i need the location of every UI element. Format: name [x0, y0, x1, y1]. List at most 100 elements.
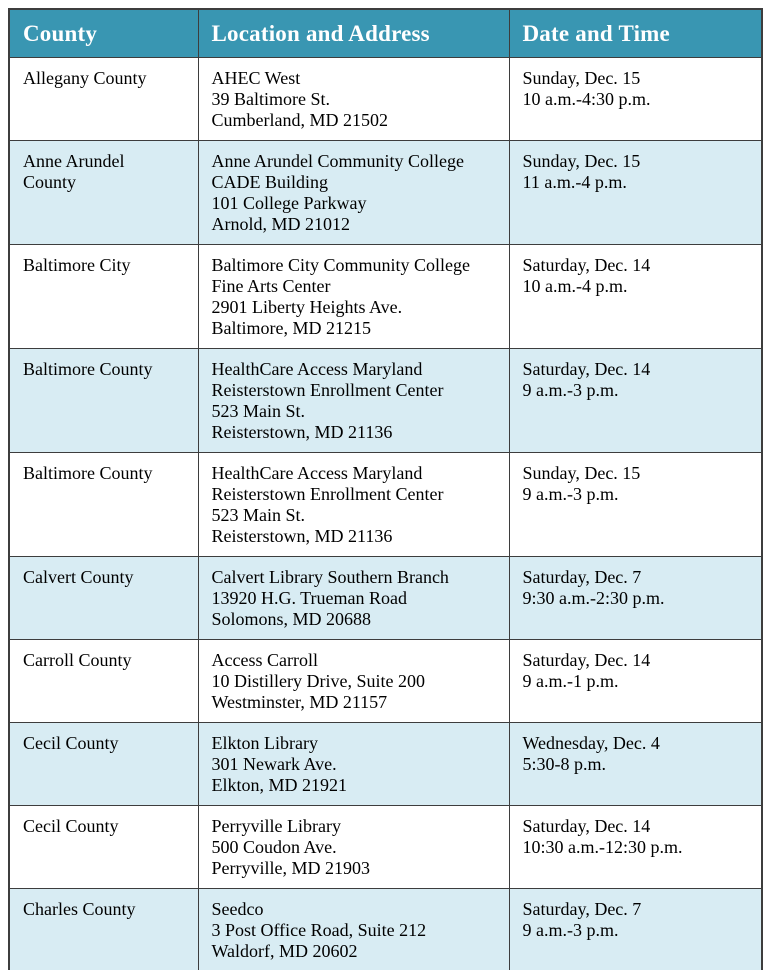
location-line: Perryville Library — [211, 816, 341, 836]
county-cell: Cecil County — [8, 722, 199, 806]
location-cell: Elkton Library 301 Newark Ave. Elkton, MD … — [197, 722, 510, 806]
datetime-line: 5:30-8 p.m. — [522, 754, 607, 774]
location-line: Fine Arts Center — [211, 276, 331, 296]
county-line: Anne Arundel — [23, 151, 125, 171]
table-row: Carroll County Access Carroll 10 Distille… — [8, 639, 763, 723]
location-cell: Baltimore City Community College Fine Art… — [197, 244, 510, 349]
location-line: Seedco — [211, 899, 264, 919]
location-line: Solomons, MD 20688 — [211, 609, 372, 629]
location-line: Arnold, MD 21012 — [211, 214, 351, 234]
location-cell: Perryville Library 500 Coudon Ave. Perryvi… — [197, 805, 510, 889]
county-line: Cecil County — [23, 733, 119, 753]
location-cell: HealthCare Access Maryland Reisterstown E… — [197, 452, 510, 557]
datetime-line: Saturday, Dec. 7 — [522, 567, 642, 587]
datetime-cell: Sunday, Dec. 15 10 a.m.-4:30 p.m. — [508, 57, 763, 141]
county-line: Baltimore City — [23, 255, 131, 275]
datetime-line: 10:30 a.m.-12:30 p.m. — [522, 837, 683, 857]
county-line: Calvert County — [23, 567, 134, 587]
location-line: 13920 H.G. Trueman Road — [211, 588, 408, 608]
datetime-cell: Saturday, Dec. 7 9:30 a.m.-2:30 p.m. — [508, 556, 763, 640]
table-body: Allegany County AHEC West 39 Baltimore St… — [8, 57, 763, 970]
county-cell: Calvert County — [8, 556, 199, 640]
county-line: Baltimore County — [23, 359, 153, 379]
location-line: CADE Building — [211, 172, 329, 192]
column-header-county: County — [8, 8, 199, 58]
table-row: Baltimore County HealthCare Access Maryl… — [8, 452, 763, 557]
datetime-line: 9 a.m.-3 p.m. — [522, 484, 619, 504]
location-line: Elkton Library — [211, 733, 318, 753]
table-row: Baltimore County HealthCare Access Maryl… — [8, 348, 763, 453]
datetime-cell: Saturday, Dec. 14 10 a.m.-4 p.m. — [508, 244, 763, 349]
column-header-location: Location and Address — [197, 8, 510, 58]
location-cell: Seedco 3 Post Office Road, Suite 212 Waldo… — [197, 888, 510, 970]
location-line: AHEC West — [211, 68, 301, 88]
location-line: Westminster, MD 21157 — [211, 692, 388, 712]
datetime-line: 11 a.m.-4 p.m. — [522, 172, 627, 192]
schedule-table: County Location and Address Date and Tim… — [8, 8, 763, 970]
location-line: 2901 Liberty Heights Ave. — [211, 297, 403, 317]
datetime-line: Wednesday, Dec. 4 — [522, 733, 660, 753]
location-line: 10 Distillery Drive, Suite 200 — [211, 671, 425, 691]
table-row: Allegany County AHEC West 39 Baltimore St… — [8, 57, 763, 141]
location-line: Reisterstown Enrollment Center — [211, 484, 444, 504]
location-cell: AHEC West 39 Baltimore St. Cumberland, MD … — [197, 57, 510, 141]
datetime-line: Sunday, Dec. 15 — [522, 68, 641, 88]
table-row: Anne Arundel County Anne Arundel Communit… — [8, 140, 763, 245]
location-line: Waldorf, MD 20602 — [211, 941, 358, 961]
county-line: Baltimore County — [23, 463, 153, 483]
location-line: 39 Baltimore St. — [211, 89, 331, 109]
location-line: Cumberland, MD 21502 — [211, 110, 388, 130]
county-cell: Baltimore County — [8, 348, 199, 453]
location-line: HealthCare Access Maryland — [211, 359, 423, 379]
datetime-cell: Wednesday, Dec. 4 5:30-8 p.m. — [508, 722, 763, 806]
location-cell: Access Carroll 10 Distillery Drive, Suite… — [197, 639, 510, 723]
table-row: Baltimore City Baltimore City Community … — [8, 244, 763, 349]
location-line: Reisterstown, MD 21136 — [211, 422, 393, 442]
datetime-line: Sunday, Dec. 15 — [522, 151, 641, 171]
datetime-line: Saturday, Dec. 7 — [522, 899, 642, 919]
county-cell: Charles County — [8, 888, 199, 970]
location-line: Reisterstown Enrollment Center — [211, 380, 444, 400]
datetime-cell: Saturday, Dec. 14 9 a.m.-1 p.m. — [508, 639, 763, 723]
county-cell: Baltimore County — [8, 452, 199, 557]
datetime-cell: Saturday, Dec. 14 9 a.m.-3 p.m. — [508, 348, 763, 453]
county-line: Charles County — [23, 899, 136, 919]
datetime-line: 9 a.m.-1 p.m. — [522, 671, 619, 691]
datetime-cell: Sunday, Dec. 15 9 a.m.-3 p.m. — [508, 452, 763, 557]
location-line: Baltimore, MD 21215 — [211, 318, 372, 338]
location-line: 523 Main St. — [211, 401, 306, 421]
datetime-line: 9:30 a.m.-2:30 p.m. — [522, 588, 665, 608]
location-line: Calvert Library Southern Branch — [211, 567, 449, 587]
datetime-cell: Saturday, Dec. 14 10:30 a.m.-12:30 p.m. — [508, 805, 763, 889]
location-line: 101 College Parkway — [211, 193, 367, 213]
location-line: HealthCare Access Maryland — [211, 463, 423, 483]
datetime-line: 10 a.m.-4 p.m. — [522, 276, 628, 296]
location-line: 301 Newark Ave. — [211, 754, 337, 774]
header-row: County Location and Address Date and Tim… — [8, 8, 763, 58]
county-cell: Cecil County — [8, 805, 199, 889]
location-line: Access Carroll — [211, 650, 318, 670]
county-line: Allegany County — [23, 68, 147, 88]
county-line: Carroll County — [23, 650, 132, 670]
datetime-line: Saturday, Dec. 14 — [522, 359, 651, 379]
location-line: Elkton, MD 21921 — [211, 775, 348, 795]
table-row: Calvert County Calvert Library Southern … — [8, 556, 763, 640]
location-line: Perryville, MD 21903 — [211, 858, 370, 878]
datetime-line: 9 a.m.-3 p.m. — [522, 380, 619, 400]
table-row: Cecil County Perryville Library 500 Coudo… — [8, 805, 763, 889]
location-line: Anne Arundel Community College — [211, 151, 464, 171]
location-line: Baltimore City Community College — [211, 255, 471, 275]
county-cell: Anne Arundel County — [8, 140, 199, 245]
table-row: Cecil County Elkton Library 301 Newark Av… — [8, 722, 763, 806]
datetime-line: 9 a.m.-3 p.m. — [522, 920, 619, 940]
datetime-cell: Sunday, Dec. 15 11 a.m.-4 p.m. — [508, 140, 763, 245]
county-cell: Allegany County — [8, 57, 199, 141]
location-line: 3 Post Office Road, Suite 212 — [211, 920, 427, 940]
location-cell: HealthCare Access Maryland Reisterstown E… — [197, 348, 510, 453]
datetime-line: Sunday, Dec. 15 — [522, 463, 641, 483]
datetime-line: Saturday, Dec. 14 — [522, 255, 651, 275]
county-cell: Baltimore City — [8, 244, 199, 349]
datetime-line: 10 a.m.-4:30 p.m. — [522, 89, 651, 109]
